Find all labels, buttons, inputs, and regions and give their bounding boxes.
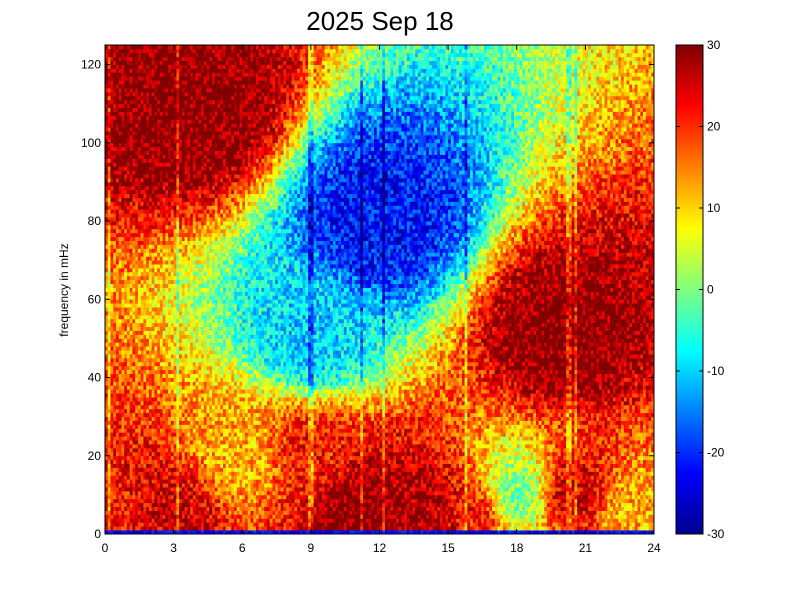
x-tick-label: 18 [510, 541, 524, 555]
colorbar-tick-label: 30 [707, 38, 721, 52]
x-tick-label: 15 [441, 541, 455, 555]
colorbar-tick-label: 10 [707, 201, 721, 215]
colorbar-tick-label: -10 [707, 364, 725, 378]
heatmap-plot-area [105, 45, 654, 534]
y-tick-label: 120 [81, 58, 101, 72]
colorbar-tick-label: -30 [707, 527, 725, 541]
colorbar-tick-label: 20 [707, 120, 721, 134]
x-tick-label: 9 [308, 541, 315, 555]
x-tick-label: 21 [579, 541, 593, 555]
y-tick-label: 60 [88, 292, 102, 306]
y-tick-label: 0 [94, 527, 101, 541]
x-tick-label: 12 [373, 541, 387, 555]
x-tick-label: 3 [170, 541, 177, 555]
colorbar-tick-label: -20 [707, 446, 725, 460]
y-tick-label: 40 [88, 371, 102, 385]
y-axis-label: frequency in mHz [57, 243, 71, 336]
colorbar [676, 45, 703, 534]
y-tick-label: 100 [81, 136, 101, 150]
y-tick-label: 20 [88, 449, 102, 463]
x-tick-label: 6 [239, 541, 246, 555]
colorbar-tick-label: 0 [707, 283, 714, 297]
y-tick-label: 80 [88, 214, 102, 228]
x-tick-label: 24 [647, 541, 661, 555]
x-tick-label: 0 [102, 541, 109, 555]
